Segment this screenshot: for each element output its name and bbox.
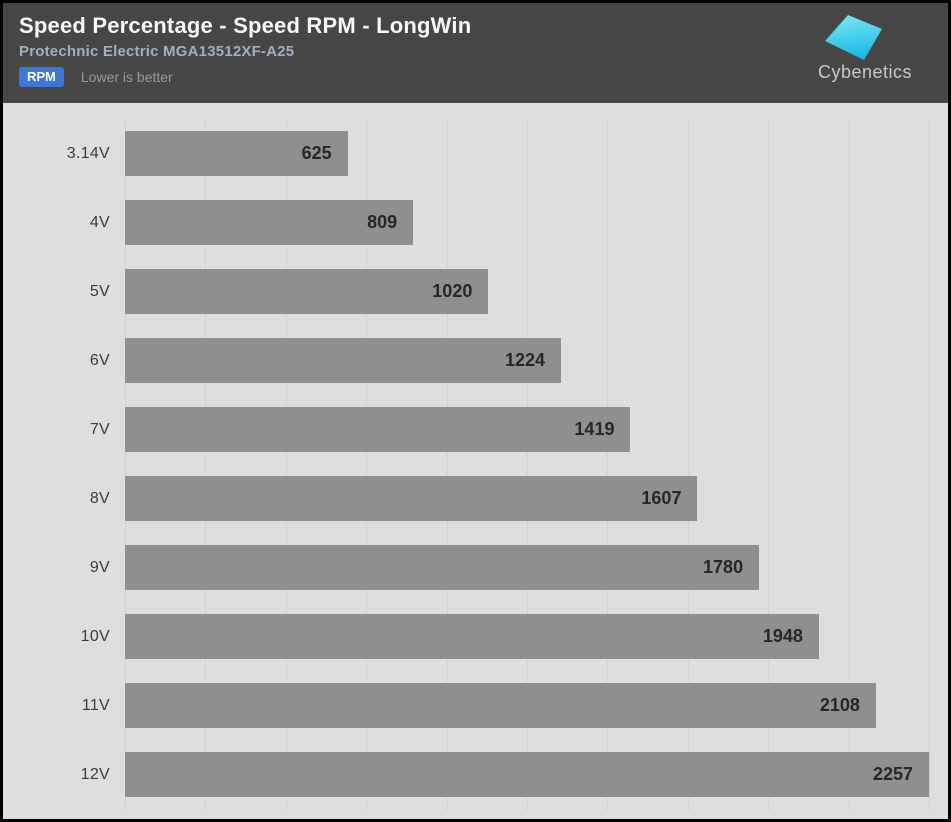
bar: 2257	[125, 752, 929, 797]
chart-subtitle: Protechnic Electric MGA13512XF-A25	[19, 43, 295, 61]
bar: 1780	[125, 545, 760, 590]
category-label: 9V	[89, 558, 110, 576]
bar-row: 3.14V 625	[3, 119, 929, 188]
bar-row: 8V 1607	[3, 464, 929, 533]
bar-value-label: 1780	[703, 557, 744, 577]
bar-row: 5V 1020	[3, 257, 929, 326]
gridlines	[125, 119, 930, 811]
bar-value-label: 1607	[641, 488, 682, 508]
category-label: 11V	[81, 696, 110, 714]
gridline	[205, 119, 207, 811]
bar-value-label: 809	[367, 212, 398, 232]
cybenetics-logo-text: Cybenetics	[818, 62, 913, 82]
bar-value-label: 1948	[762, 626, 803, 646]
gridline	[446, 119, 448, 811]
bar-track: 2257	[125, 752, 929, 797]
bar-value-label: 1224	[504, 350, 546, 370]
gridline	[848, 119, 850, 811]
bar-value-label: 625	[301, 143, 332, 163]
bar-row: 4V 809	[3, 188, 929, 257]
gridline	[527, 119, 528, 811]
bar-track: 1224	[125, 338, 929, 383]
bar-row: 7V 1419	[3, 395, 929, 464]
category-label: 5V	[89, 282, 110, 300]
gridline	[768, 119, 770, 811]
category-label: 3.14V	[66, 144, 110, 162]
gridline	[285, 119, 287, 811]
category-label: 8V	[89, 489, 110, 507]
badge-row: RPM Lower is better	[19, 67, 948, 88]
bar: 1948	[125, 614, 819, 659]
bars-container: 3.14V 625 4V 809 5V 1020 6V 1224 7V 1419 8V 1607 9V 1…	[3, 119, 929, 809]
bar-chart: 3.14V 625 4V 809 5V 1020 6V 1224 7V 1419 8V 1607 9V 1…	[3, 103, 948, 819]
bar: 1224	[125, 338, 562, 383]
gridline	[125, 119, 126, 811]
bar-row: 10V 1948	[3, 602, 929, 671]
bar: 1419	[125, 407, 631, 452]
category-label: 7V	[89, 420, 110, 438]
category-label: 10V	[80, 627, 110, 645]
bar-track: 1419	[125, 407, 929, 452]
bar-value-label: 2257	[872, 764, 913, 784]
cybenetics-logo-icon	[825, 15, 882, 60]
bar-track: 809	[125, 200, 929, 245]
gridline	[607, 119, 609, 811]
bar: 809	[125, 200, 414, 245]
bar-track: 1020	[125, 269, 929, 314]
lower-is-better-note: Lower is better	[80, 69, 173, 86]
bar: 1607	[125, 476, 698, 521]
bar-value-label: 1419	[574, 419, 615, 439]
bar: 625	[125, 131, 348, 176]
bar-row: 12V 2257	[3, 740, 929, 809]
category-label: 12V	[80, 765, 110, 783]
bar-track: 2108	[125, 683, 929, 728]
gridline	[366, 119, 368, 811]
bar-value-label: 2108	[819, 695, 860, 715]
bar-row: 9V 1780	[3, 533, 929, 602]
header: Speed Percentage - Speed RPM - LongWin P…	[3, 3, 948, 103]
bar: 1020	[125, 269, 489, 314]
unit-badge: RPM	[19, 67, 64, 88]
category-label: 6V	[89, 351, 110, 369]
gridline	[687, 119, 689, 811]
bar-value-label: 1020	[432, 281, 473, 301]
bar: 2108	[125, 683, 876, 728]
bar-row: 6V 1224	[3, 326, 929, 395]
bar-track: 1948	[125, 614, 929, 659]
category-label: 4V	[89, 213, 110, 231]
gridline	[929, 119, 930, 811]
chart-title: Speed Percentage - Speed RPM - LongWin	[19, 13, 472, 38]
bar-row: 11V 2108	[3, 671, 929, 740]
bar-track: 625	[125, 131, 929, 176]
bar-track: 1780	[125, 545, 929, 590]
bar-track: 1607	[125, 476, 929, 521]
cybenetics-logo: Cybenetics	[818, 13, 918, 83]
